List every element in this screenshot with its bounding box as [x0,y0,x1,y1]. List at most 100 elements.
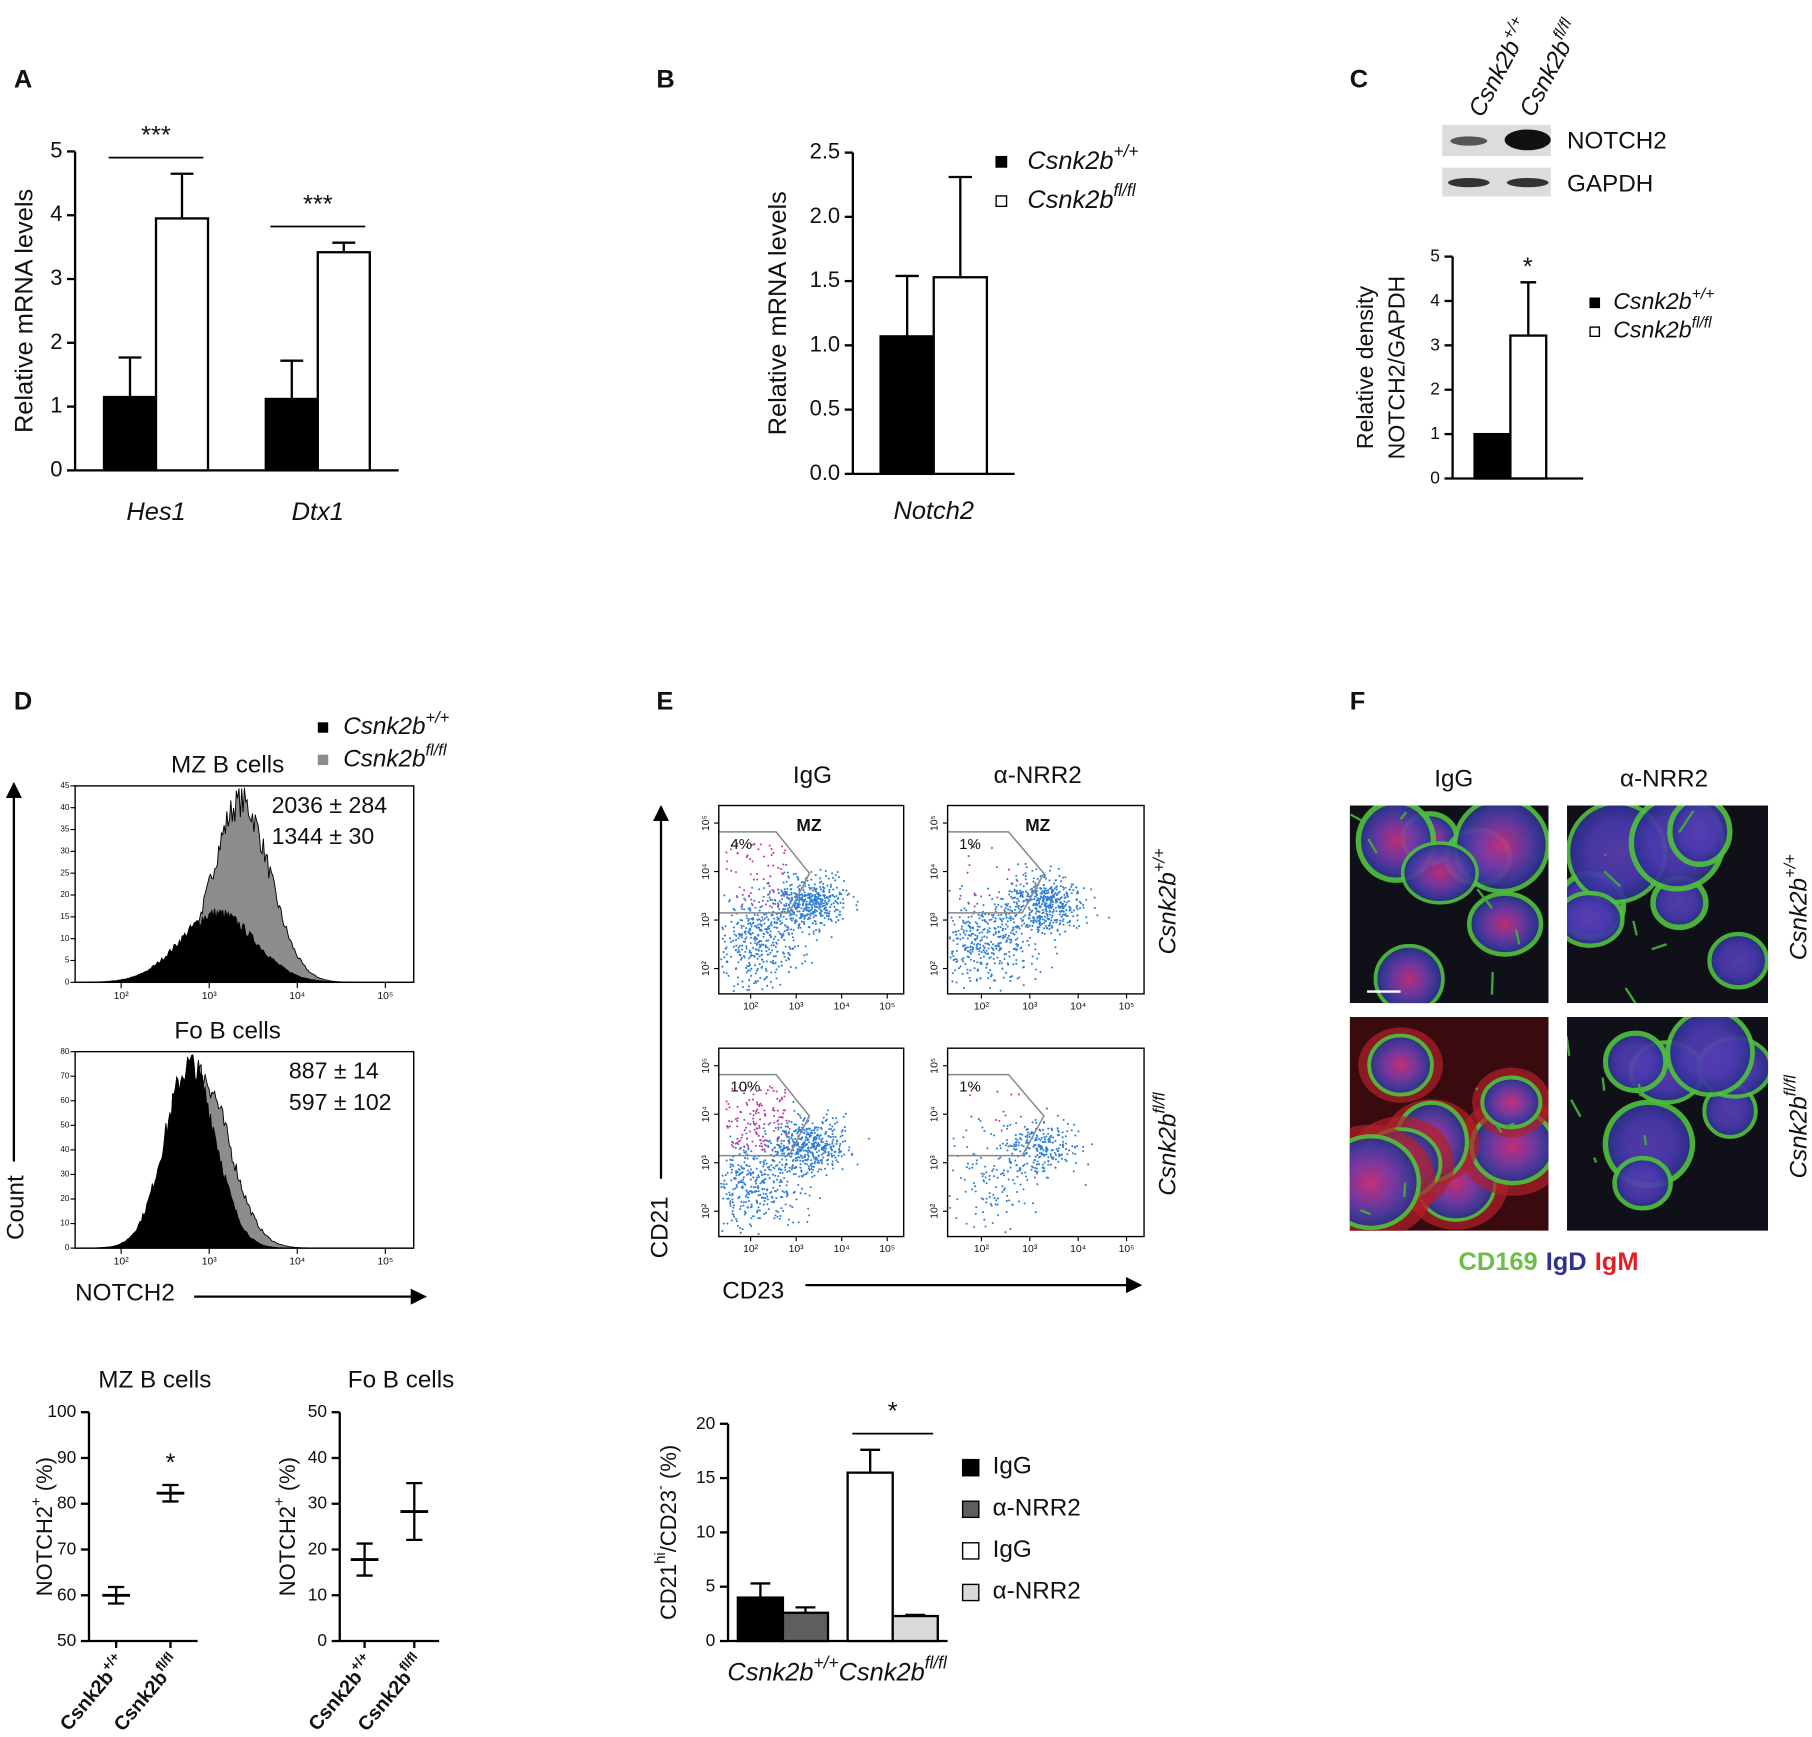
legend-label: α-NRR2 [993,1578,1081,1605]
event-dot [813,888,816,891]
event-dot [769,875,772,878]
event-dot [1037,1137,1040,1140]
event-dot [1050,916,1053,919]
event-dot [732,1164,735,1168]
event-dot [962,931,965,934]
legend-label: Csnk2bfl/fl [1027,180,1136,214]
event-dot [1025,1128,1028,1131]
y-tick-label: 10⁵ [930,1058,941,1074]
band-label: GAPDH [1567,170,1653,197]
event-dot [797,926,800,930]
event-dot [738,950,741,953]
event-dot [758,946,761,949]
y-axis-label: Count [3,1175,30,1240]
superscript: +/+ [1151,848,1169,872]
column-label: α-NRR2 [994,762,1082,789]
event-dot [827,1135,830,1138]
event-dot [741,1133,744,1136]
event-dot [820,1126,823,1129]
event-dot [735,944,738,947]
event-dot [767,893,770,896]
event-dot [762,935,765,938]
event-dot [729,1202,732,1205]
event-dot [1033,1158,1036,1162]
event-dot [1004,933,1007,936]
event-dot [745,845,748,848]
event-dot [1022,915,1025,918]
event-dot [970,941,973,944]
event-dot [1037,901,1041,904]
event-dot [1066,914,1069,918]
event-dot [1025,1151,1028,1154]
event-dot [1009,1228,1012,1231]
event-dot [731,1210,734,1213]
plot-frame [74,785,415,984]
event-dot [1026,1139,1029,1142]
event-dot [1004,1231,1007,1234]
event-dot [788,893,791,897]
event-dot [1071,1145,1074,1148]
event-dot [802,914,805,917]
event-dot [780,933,783,936]
event-dot [1064,886,1067,889]
event-dot [988,927,991,930]
event-dot [831,894,834,897]
text-part: 4 [50,201,62,226]
text-part: 3 [1430,334,1440,354]
event-dot [1035,902,1038,905]
event-dot [1024,862,1027,865]
event-dot [803,1141,806,1144]
y-tick-label: 45 [60,781,69,790]
annotation: 1344 ± 30 [272,823,375,849]
event-dot [774,1126,777,1129]
x-tick-label: 10⁵ [377,1257,393,1268]
event-dot [1061,920,1064,923]
event-dot [755,1182,758,1185]
event-dot [745,1150,748,1153]
event-dot [775,977,778,980]
event-dot [1061,1131,1064,1134]
event-dot [990,914,994,917]
event-dot [1019,1167,1022,1170]
event-dot [1012,932,1015,935]
event-dot [776,1188,779,1191]
text-part: 0 [1430,467,1440,487]
event-dot [1059,901,1063,905]
event-dot [952,955,955,958]
event-dot [743,1210,746,1213]
event-dot [723,940,726,943]
event-dot [1003,953,1006,956]
event-dot [771,914,774,917]
event-dot [988,943,991,946]
event-dot [829,906,832,909]
event-dot [803,1162,807,1165]
vessel [1399,811,1408,820]
event-dot [1014,1145,1017,1148]
event-dot [809,917,812,920]
event-dot [856,900,859,903]
event-dot [1056,1114,1059,1117]
event-dot [1070,883,1073,886]
event-dot [797,944,800,947]
event-dot [1025,866,1028,869]
event-dot [1011,909,1014,912]
event-dot [1038,1151,1041,1155]
event-dot [1011,1152,1014,1155]
y-axis-label: CD21 [646,1196,673,1258]
event-dot [833,1128,836,1131]
y-tick-label: 10⁴ [930,1106,941,1122]
event-dot [1075,886,1078,889]
event-dot [791,948,794,951]
event-dot [976,937,979,940]
event-dot [1036,915,1039,918]
event-dot [1042,884,1045,887]
event-dot [758,1144,761,1148]
event-dot [806,1139,809,1142]
row-label: Csnk2b+/+ [1782,854,1812,960]
event-dot [1014,1159,1017,1162]
event-dot [774,1190,778,1193]
event-dot [745,947,748,950]
event-dot [830,1145,833,1148]
event-dot [956,1198,959,1201]
event-dot [790,1136,793,1139]
